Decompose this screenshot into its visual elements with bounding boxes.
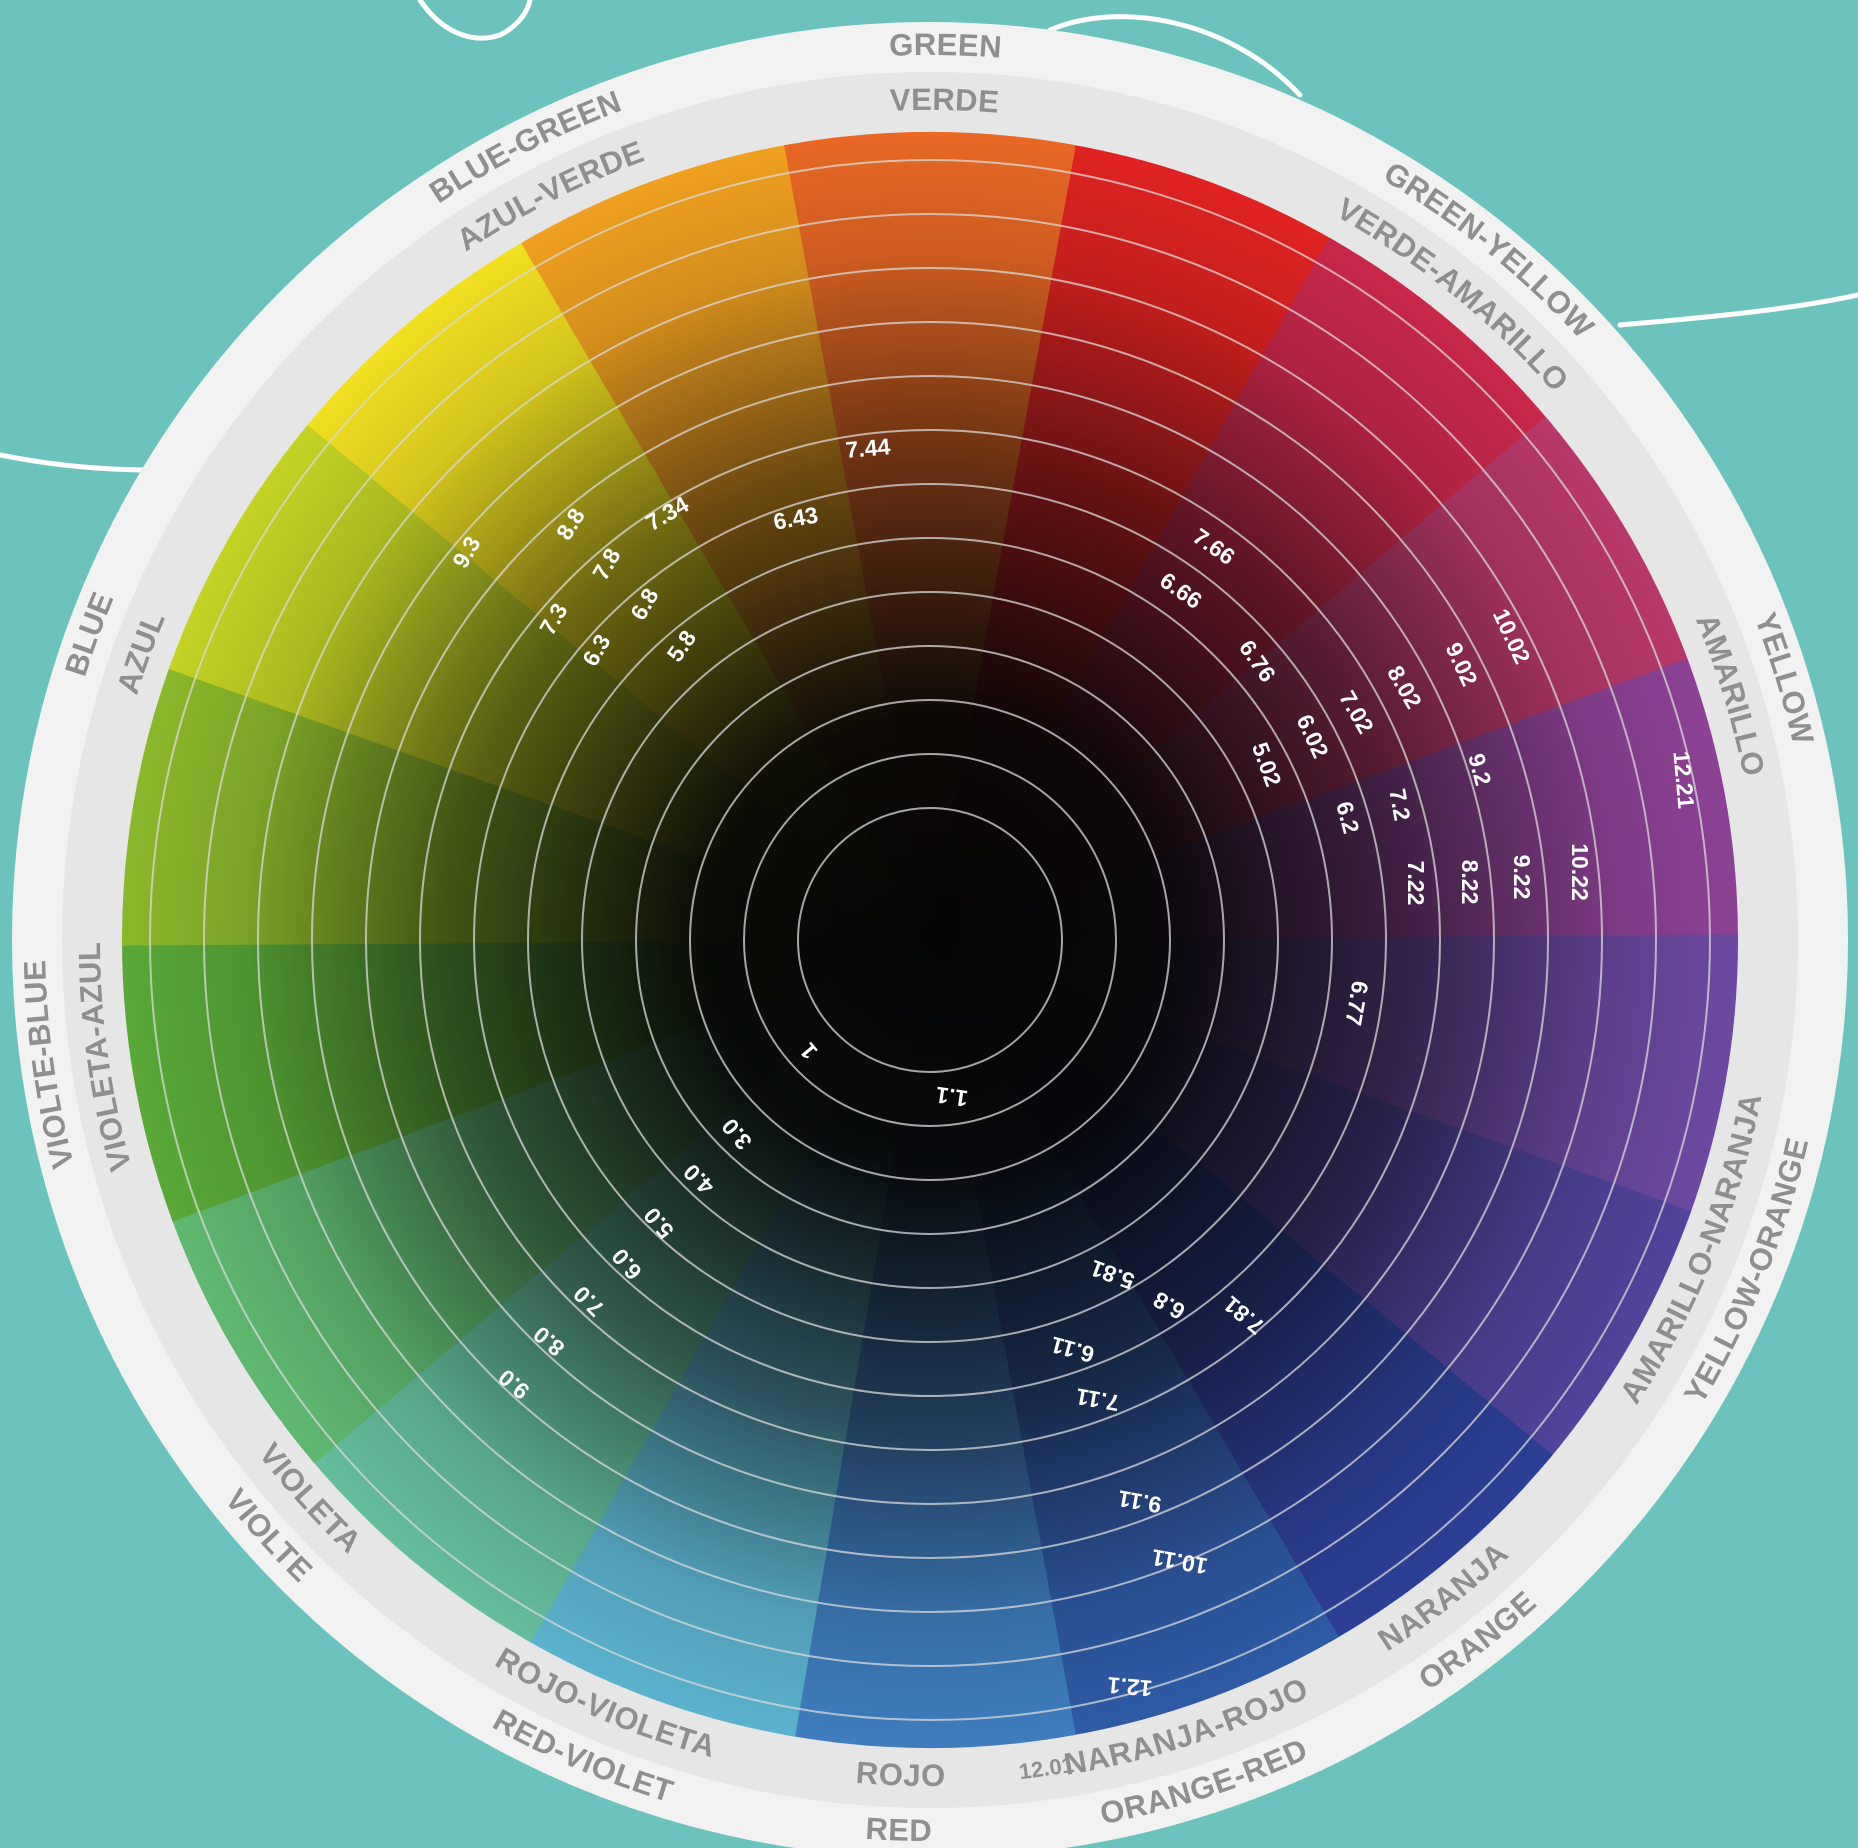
value-label: 12.1 [1106, 1672, 1153, 1702]
value-ring [743, 753, 1117, 1127]
value-ring [257, 267, 1603, 1613]
value-label: 7.44 [844, 433, 891, 463]
value-label: 7.22 [1403, 861, 1429, 906]
inner-hue-label: ROJO [855, 1755, 946, 1793]
outer-hue-label: GREEN [889, 27, 1004, 65]
value-ring [635, 645, 1225, 1235]
value-ring [203, 213, 1657, 1667]
value-rings [149, 159, 1711, 1721]
value-ring [419, 429, 1441, 1451]
value-ring [581, 591, 1279, 1289]
value-label: 8.22 [1457, 860, 1483, 905]
value-label: 12.21 [1668, 750, 1699, 810]
background-squiggles [0, 0, 1858, 473]
value-label: 9.22 [1509, 855, 1535, 900]
value-ring [527, 537, 1333, 1343]
outer-hue-label: RED [865, 1811, 933, 1848]
value-label: 1.1 [934, 1082, 969, 1112]
value-ring [311, 321, 1549, 1559]
value-ring [689, 699, 1171, 1181]
inner-hue-label: VERDE [889, 82, 1000, 120]
value-label: 7.2 [1384, 787, 1415, 823]
value-ring [365, 375, 1495, 1505]
value-ring [473, 483, 1387, 1397]
value-ring [149, 159, 1711, 1721]
center-shade [122, 132, 1738, 1748]
value-ring [797, 807, 1063, 1073]
value-label: 10.22 [1567, 843, 1593, 901]
